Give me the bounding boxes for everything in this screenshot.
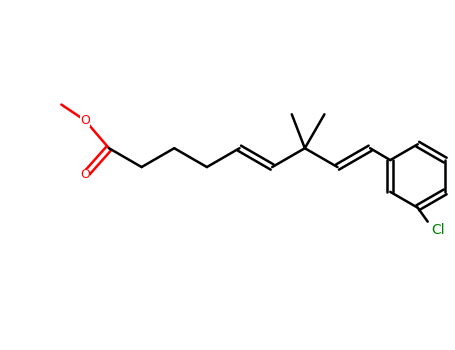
Text: O: O (80, 168, 90, 182)
Text: O: O (80, 114, 90, 127)
Text: Cl: Cl (432, 223, 445, 237)
